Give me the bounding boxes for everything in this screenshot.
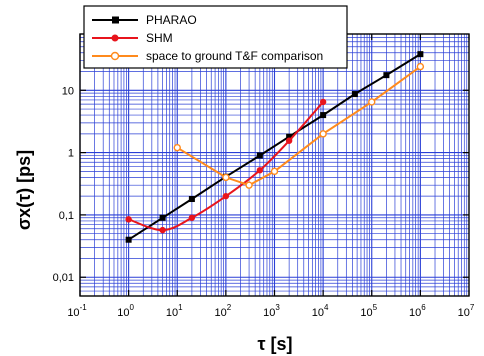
legend-item: SHM [92,31,173,45]
data-point [188,214,196,221]
legend-label: SHM [146,31,173,45]
data-point [319,130,327,138]
data-point [256,152,263,159]
data-point [159,226,166,234]
series-1 [125,98,327,234]
y-tick-label: 0,01 [53,272,74,284]
data-point [368,98,376,106]
legend-item: PHARAO [92,13,197,27]
data-point [125,236,132,243]
y-tick-label: 10 [62,85,74,97]
data-point [319,98,327,106]
series-layer [125,51,425,243]
x-tick-label: 106 [409,303,426,319]
data-point [222,173,230,182]
data-point [285,137,293,144]
y-tick-labels: 0,01 0,1 1 10 [53,85,74,284]
y-tick-label: 0,1 [59,210,74,222]
x-tick-label: 107 [458,303,475,319]
data-point [222,192,230,200]
data-point [286,133,293,140]
x-tick-label: 10-1 [67,303,87,319]
x-tick-label: 100 [117,303,134,319]
data-point [245,181,253,189]
legend-item: space to ground T&F comparison [92,49,323,63]
legend: PHARAO SHM space to ground T&F comparison [83,5,348,69]
x-tick-label: 103 [263,303,280,319]
x-tick-label: 104 [312,303,329,319]
series-line [128,53,421,241]
data-point [173,143,181,152]
y-axis-title: σx(τ) [ps] [14,150,34,230]
legend-marker [110,51,120,61]
data-point [351,91,358,98]
data-point [159,214,166,221]
legend-label: PHARAO [146,13,197,27]
series-0 [125,51,424,243]
data-point [188,196,195,203]
data-point [270,167,279,176]
data-point [320,112,327,119]
series-2 [173,62,425,189]
x-tick-label: 101 [166,303,183,319]
legend-marker [111,34,119,42]
data-point [125,216,132,223]
x-tick-label: 105 [360,303,377,319]
data-point [256,167,264,174]
data-point [416,62,425,71]
legend-marker [112,16,119,24]
grid [79,33,469,297]
x-axis-title: τ [s] [257,334,292,354]
x-tick-label: 102 [215,303,232,319]
y-tick-label: 1 [68,148,74,160]
series-line [176,65,421,187]
legend-label: space to ground T&F comparison [146,49,323,63]
data-point [417,51,424,58]
x-tick-labels: 10-1 100 101 102 103 104 105 106 107 [67,303,475,319]
data-point [383,72,390,79]
